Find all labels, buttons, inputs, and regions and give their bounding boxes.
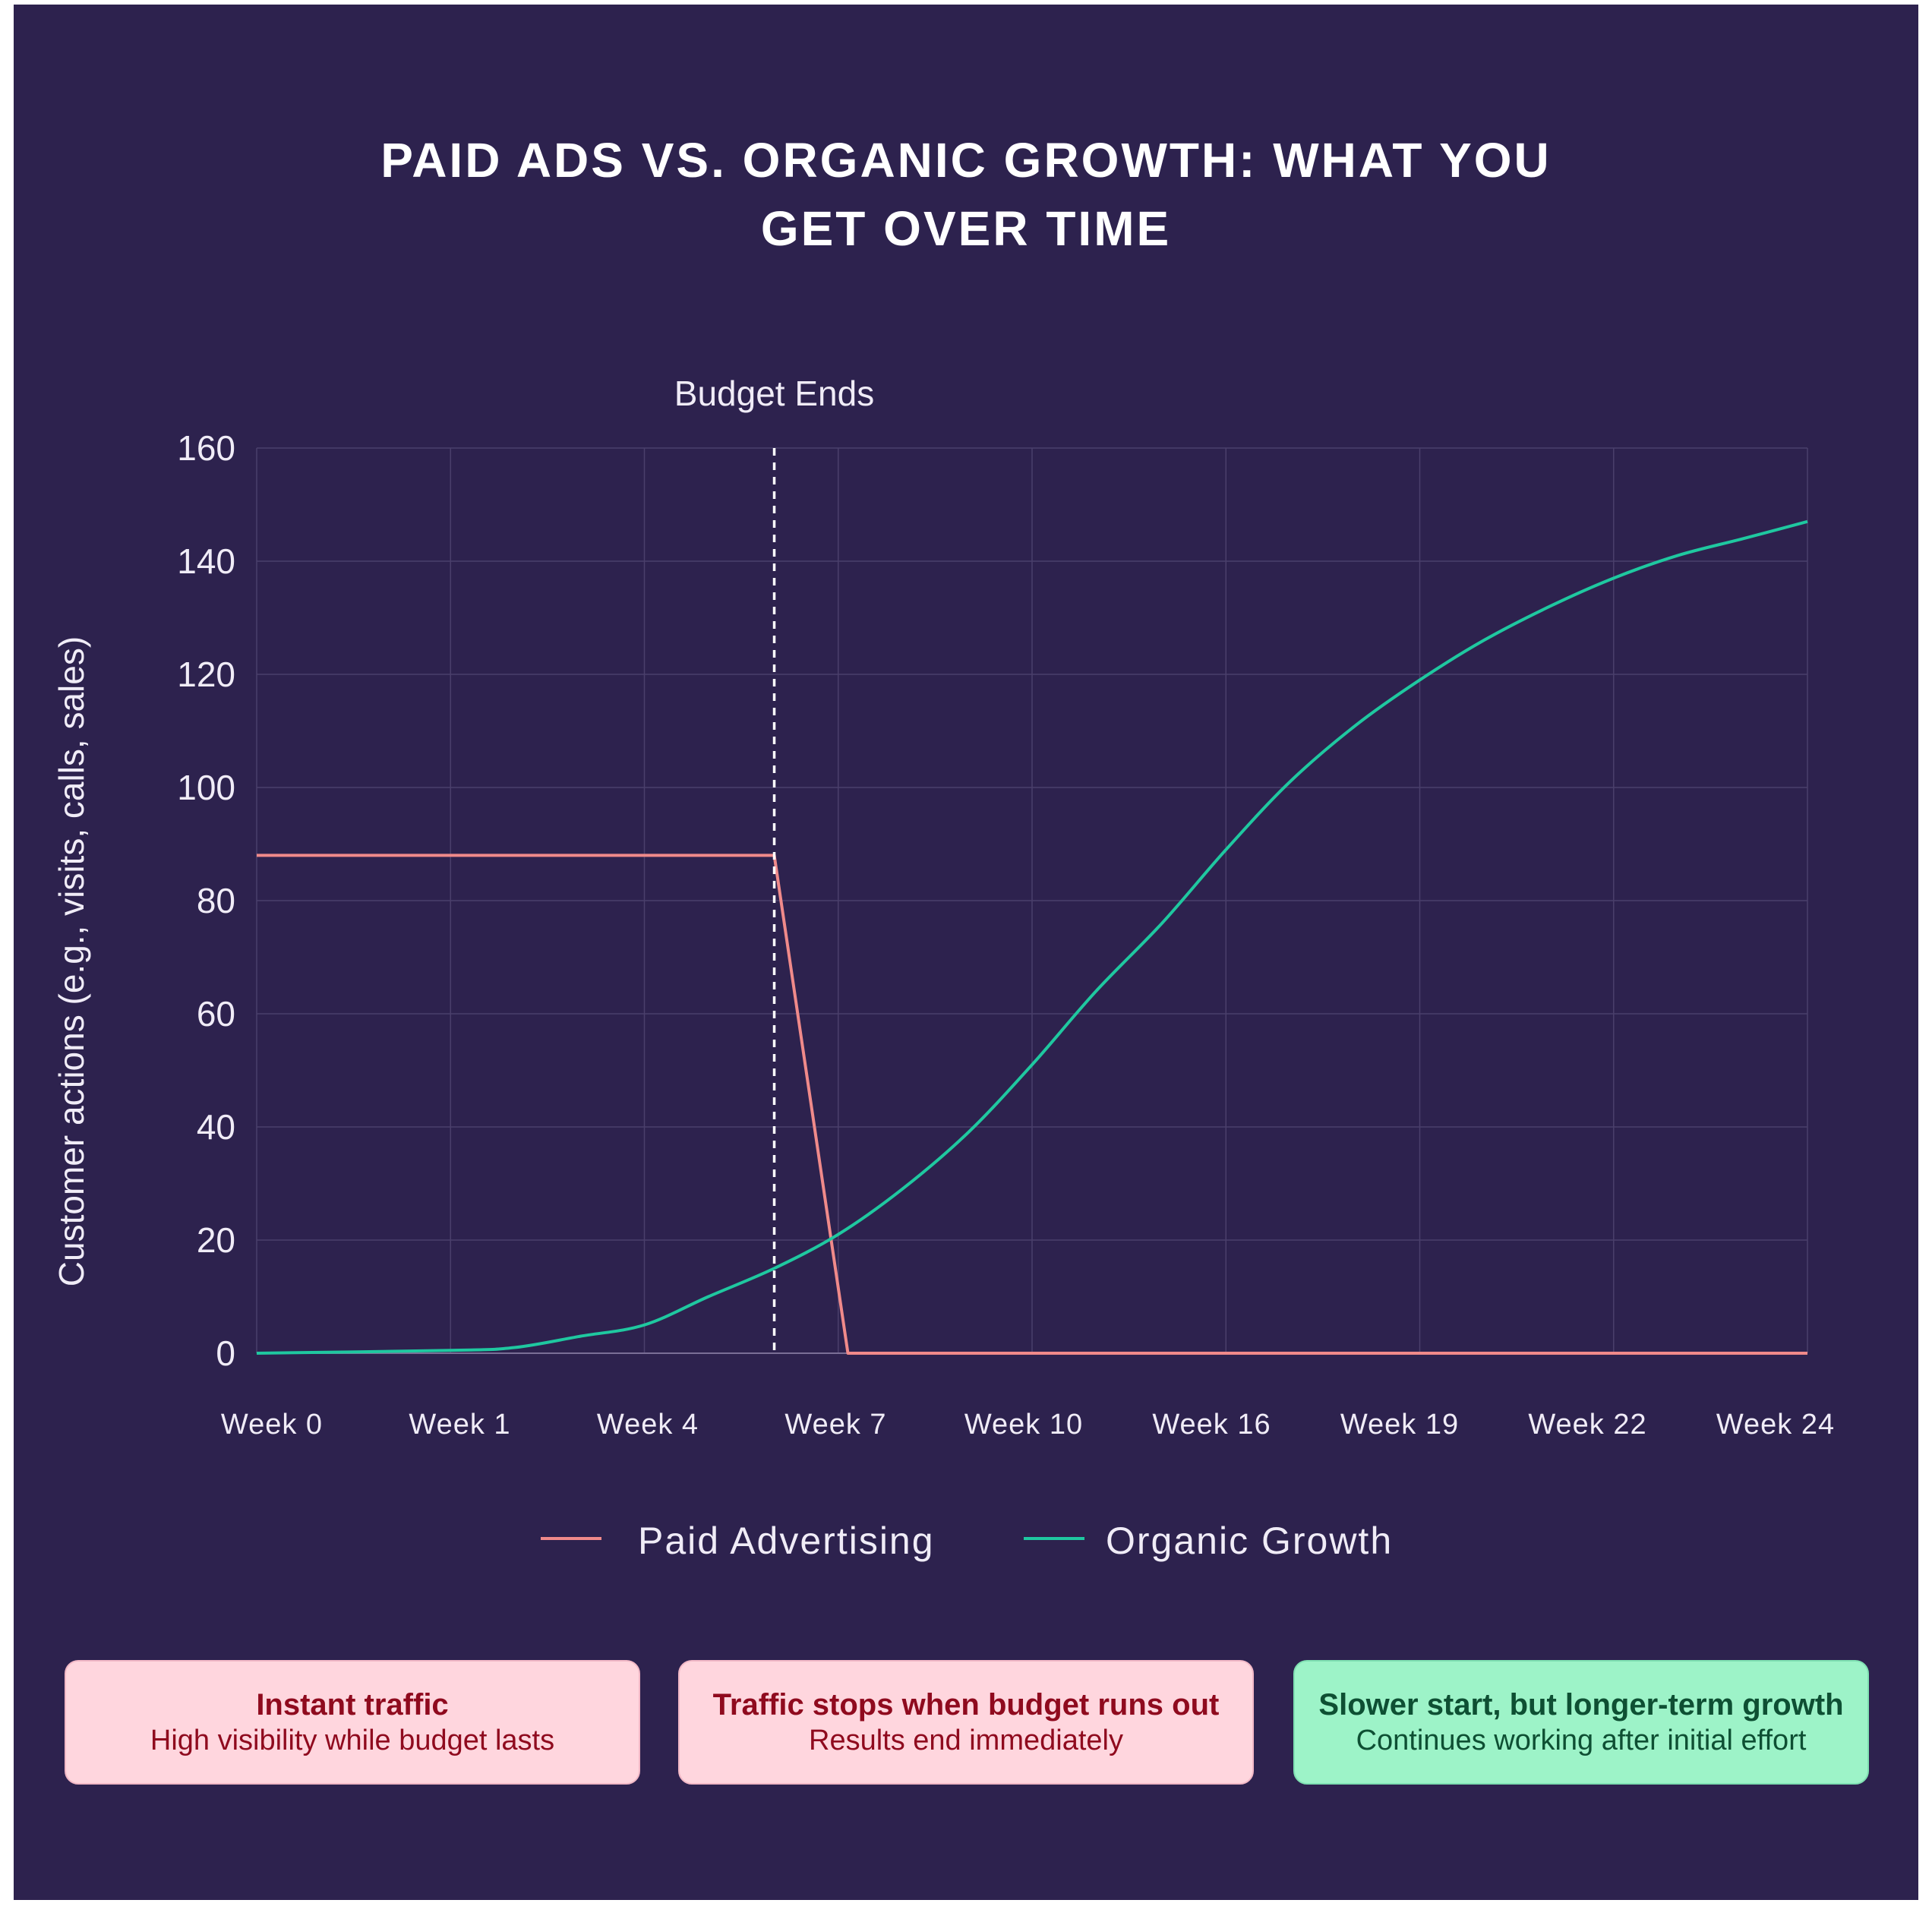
y-tick-label: 120: [177, 655, 235, 694]
x-tick-label: Week 4: [597, 1409, 699, 1441]
x-tick-label: Week 10: [964, 1409, 1083, 1441]
x-tick-label: Week 24: [1716, 1409, 1835, 1441]
card-title: Traffic stops when budget runs out: [712, 1688, 1220, 1722]
y-tick-label: 140: [177, 541, 235, 581]
x-tick-label: Week 1: [409, 1409, 510, 1441]
organic-growth-line: [256, 519, 1808, 1355]
x-axis-ticks: Week 0 Week 1 Week 4 Week 7 Week 10 Week 16 We…: [221, 1409, 1835, 1441]
y-tick-label: 20: [197, 1220, 235, 1260]
x-tick-label: Week 0: [221, 1409, 323, 1441]
chart-title: PAID ADS VS. ORGANIC GROWTH: WHAT YOU GE…: [14, 126, 1918, 263]
y-axis-label: Customer actions (e.g., visits, calls, s…: [52, 636, 91, 1286]
grid: [256, 447, 1808, 1354]
chart-panel: PAID ADS VS. ORGANIC GROWTH: WHAT YOU GE…: [14, 5, 1918, 1900]
legend: Paid Advertising Organic Growth: [541, 1520, 1393, 1562]
card-subtitle: Continues working after initial effort: [1356, 1725, 1807, 1756]
card-traffic-stops: Traffic stops when budget runs out Resul…: [678, 1660, 1254, 1785]
y-tick-label: 40: [197, 1107, 235, 1147]
card-longer-term-growth: Slower start, but longer-term growth Con…: [1293, 1660, 1869, 1785]
y-tick-label: 60: [197, 994, 235, 1034]
x-tick-label: Week 16: [1152, 1409, 1271, 1441]
card-title: Instant traffic: [256, 1688, 449, 1722]
card-title: Slower start, but longer-term growth: [1318, 1688, 1844, 1722]
budget-ends-label: Budget Ends: [674, 374, 874, 413]
annotation-group: Budget Ends: [674, 374, 874, 1353]
paid-advertising-line: [257, 854, 1807, 1355]
x-tick-label: Week 7: [784, 1409, 886, 1441]
x-tick-label: Week 19: [1340, 1409, 1459, 1441]
y-tick-label: 160: [177, 428, 235, 468]
series-group: [256, 519, 1808, 1355]
title-line-2: GET OVER TIME: [760, 201, 1172, 256]
line-chart: 0 20 40 60 80 100 120 140 160 Week 0 Week 1 Week 4…: [52, 374, 1835, 1562]
legend-label: Organic Growth: [1106, 1520, 1393, 1562]
card-subtitle: Results end immediately: [809, 1725, 1123, 1756]
callout-cards: Instant traffic High visibility while bu…: [65, 1660, 1872, 1788]
y-axis-ticks: 0 20 40 60 80 100 120 140 160: [177, 428, 235, 1373]
card-subtitle: High visibility while budget lasts: [150, 1725, 555, 1756]
legend-label: Paid Advertising: [638, 1520, 935, 1562]
card-instant-traffic: Instant traffic High visibility while bu…: [65, 1660, 640, 1785]
x-tick-label: Week 22: [1528, 1409, 1646, 1441]
y-tick-label: 100: [177, 768, 235, 807]
title-line-1: PAID ADS VS. ORGANIC GROWTH: WHAT YOU: [380, 133, 1552, 188]
y-tick-label: 0: [216, 1333, 235, 1373]
y-tick-label: 80: [197, 881, 235, 920]
